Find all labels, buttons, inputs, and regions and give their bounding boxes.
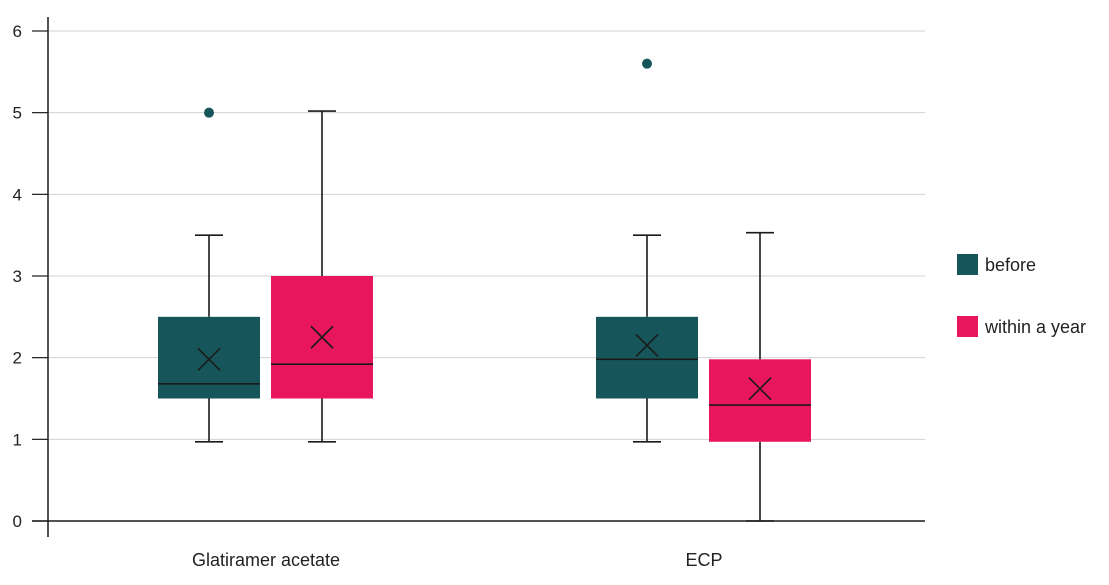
mean-marker [748,377,772,401]
y-tick-label: 0 [13,512,22,531]
outlier-point [642,58,652,69]
mean-marker [197,347,221,371]
mean-marker [310,325,334,349]
x-category-label: Glatiramer acetate [192,550,340,570]
y-tick-label: 2 [13,349,22,368]
legend-label: before [985,255,1036,275]
y-tick-label: 5 [13,104,22,123]
y-tick-label: 3 [13,267,22,286]
mean-marker [635,333,659,357]
legend-swatch [957,254,978,275]
box-iqr [709,359,811,442]
outlier-point [204,107,214,118]
box-iqr [158,316,260,399]
y-tick-label: 1 [13,430,22,449]
x-category-label: ECP [685,550,722,570]
y-tick-label: 6 [13,22,22,41]
box-iqr [596,316,698,399]
y-tick-label: 4 [13,185,22,204]
legend-label: within a year [984,317,1086,337]
legend-swatch [957,316,978,337]
